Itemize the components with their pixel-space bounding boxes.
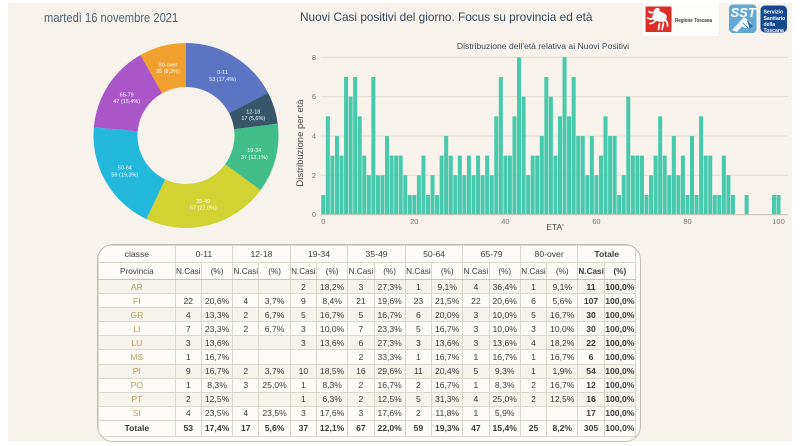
svg-text:59 (19,3%): 59 (19,3%) — [111, 172, 138, 178]
svg-text:6: 6 — [312, 92, 316, 101]
svg-text:0: 0 — [312, 210, 316, 219]
svg-text:37 (12,1%): 37 (12,1%) — [241, 155, 268, 161]
svg-text:80-over: 80-over — [159, 62, 178, 68]
svg-text:35-49: 35-49 — [196, 199, 210, 205]
svg-text:20: 20 — [410, 217, 418, 226]
svg-text:12-18: 12-18 — [246, 109, 260, 115]
svg-text:Distribuzione dell'età relativ: Distribuzione dell'età relativa ai Nuovi… — [457, 41, 629, 51]
svg-text:Servizio: Servizio — [764, 9, 784, 15]
svg-text:0-11: 0-11 — [217, 70, 228, 76]
svg-text:47 (15,4%): 47 (15,4%) — [113, 99, 140, 105]
svg-text:25 (8,2%): 25 (8,2%) — [156, 69, 180, 75]
svg-text:53 (17,4%): 53 (17,4%) — [209, 77, 236, 83]
svg-text:17 (5,6%): 17 (5,6%) — [241, 116, 265, 122]
svg-text:0: 0 — [321, 217, 325, 226]
svg-text:della: della — [764, 22, 776, 28]
svg-text:SST: SST — [731, 5, 757, 20]
svg-text:Toscana: Toscana — [764, 28, 784, 34]
svg-text:65-79: 65-79 — [120, 92, 134, 98]
svg-text:80: 80 — [683, 217, 691, 226]
svg-text:60: 60 — [592, 217, 600, 226]
svg-text:Sanitario: Sanitario — [764, 16, 786, 22]
svg-text:50-64: 50-64 — [118, 166, 132, 172]
svg-text:19-34: 19-34 — [247, 148, 261, 154]
svg-text:4: 4 — [312, 132, 316, 141]
svg-text:ETA': ETA' — [546, 222, 564, 232]
svg-text:8: 8 — [312, 53, 316, 62]
svg-text:67 (22,0%): 67 (22,0%) — [190, 206, 217, 212]
svg-text:2: 2 — [312, 171, 316, 180]
svg-text:100: 100 — [772, 217, 785, 226]
svg-text:40: 40 — [501, 217, 509, 226]
svg-text:Regione Toscana: Regione Toscana — [675, 18, 713, 24]
svg-text:Distribuzione per età: Distribuzione per età — [295, 99, 306, 187]
